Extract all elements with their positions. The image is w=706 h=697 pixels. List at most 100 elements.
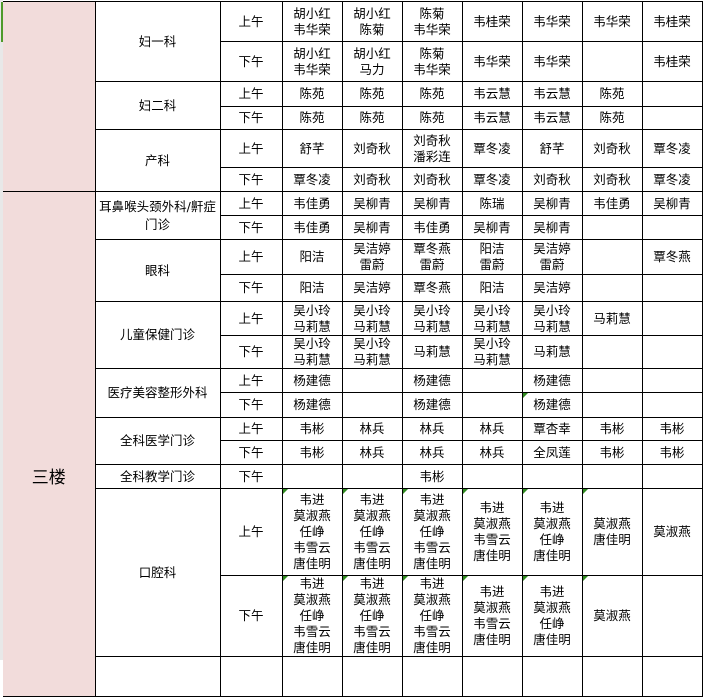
schedule-cell[interactable]: 吴小玲 马莉慧 <box>401 301 463 336</box>
schedule-cell[interactable]: 胡小红 韦华荣 <box>281 1 343 42</box>
schedule-cell[interactable]: 杨建德 <box>521 392 583 418</box>
schedule-cell[interactable] <box>581 215 643 240</box>
schedule-cell[interactable]: 韦进 莫淑燕 任峥 韦雪云 唐佳明 <box>341 575 403 657</box>
schedule-cell[interactable]: 韦佳勇 <box>401 215 463 240</box>
schedule-cell[interactable]: 韦彬 <box>281 440 343 465</box>
schedule-cell[interactable]: 马莉慧 <box>581 301 643 336</box>
schedule-cell[interactable] <box>341 464 403 489</box>
schedule-cell[interactable] <box>401 656 463 697</box>
department-cell[interactable]: 全科医学门诊 <box>94 417 221 465</box>
schedule-cell[interactable] <box>581 656 643 697</box>
schedule-cell[interactable]: 林兵 <box>401 440 463 465</box>
schedule-cell[interactable]: 韦云慧 <box>461 81 523 107</box>
schedule-cell[interactable] <box>581 464 643 489</box>
schedule-cell[interactable] <box>641 106 703 130</box>
schedule-cell[interactable]: 杨建德 <box>401 392 463 418</box>
schedule-cell[interactable]: 林兵 <box>341 417 403 441</box>
period-cell[interactable]: 下午 <box>219 392 283 418</box>
schedule-cell[interactable]: 韦进 莫淑燕 任峥 韦雪云 唐佳明 <box>281 575 343 657</box>
schedule-cell[interactable] <box>641 301 703 336</box>
schedule-cell[interactable]: 陈瑞 <box>461 191 523 216</box>
schedule-cell[interactable] <box>641 392 703 418</box>
schedule-cell[interactable]: 马莉慧 <box>521 335 583 369</box>
schedule-cell[interactable]: 韦云慧 <box>461 106 523 130</box>
schedule-cell[interactable] <box>641 656 703 697</box>
schedule-cell[interactable]: 覃冬燕 <box>401 274 463 302</box>
schedule-cell[interactable]: 阳洁 <box>281 274 343 302</box>
schedule-cell[interactable]: 吴小玲 马莉慧 <box>341 301 403 336</box>
schedule-cell[interactable]: 韦佳勇 <box>581 191 643 216</box>
schedule-cell[interactable]: 韦彬 <box>401 464 463 489</box>
schedule-cell[interactable] <box>461 464 523 489</box>
schedule-cell[interactable]: 刘奇秋 <box>581 167 643 192</box>
schedule-cell[interactable]: 韦彬 <box>581 440 643 465</box>
schedule-cell[interactable] <box>461 656 523 697</box>
schedule-cell[interactable]: 覃冬凌 <box>281 167 343 192</box>
schedule-cell[interactable]: 韦桂荣 <box>641 41 703 82</box>
department-cell[interactable]: 儿童保健门诊 <box>94 301 221 369</box>
schedule-cell[interactable]: 陈苑 <box>341 106 403 130</box>
period-cell[interactable]: 下午 <box>219 464 283 489</box>
department-cell[interactable]: 医疗美容整形外科 <box>94 368 221 418</box>
schedule-cell[interactable]: 韦桂荣 <box>641 1 703 42</box>
schedule-cell[interactable]: 吴柳青 <box>341 215 403 240</box>
schedule-cell[interactable]: 莫淑燕 <box>641 488 703 576</box>
period-cell[interactable]: 下午 <box>219 106 283 130</box>
schedule-cell[interactable]: 莫淑燕 唐佳明 <box>581 488 643 576</box>
period-cell[interactable]: 下午 <box>219 575 283 657</box>
schedule-cell[interactable]: 韦桂荣 <box>461 1 523 42</box>
schedule-cell[interactable]: 吴柳青 <box>521 191 583 216</box>
schedule-cell[interactable]: 吴柳青 <box>461 215 523 240</box>
schedule-cell[interactable]: 舒芊 <box>281 129 343 168</box>
schedule-cell[interactable] <box>581 239 643 275</box>
schedule-cell[interactable]: 韦进 莫淑燕 韦雪云 唐佳明 <box>461 575 523 657</box>
schedule-cell[interactable]: 陈苑 <box>281 81 343 107</box>
schedule-cell[interactable]: 杨建德 <box>401 368 463 393</box>
schedule-cell[interactable]: 胡小红 马力 <box>341 41 403 82</box>
schedule-cell[interactable]: 吴小玲 马莉慧 <box>341 335 403 369</box>
schedule-cell[interactable]: 莫淑燕 <box>581 575 643 657</box>
schedule-cell[interactable] <box>461 368 523 393</box>
department-cell[interactable]: 全科教学门诊 <box>94 464 221 489</box>
schedule-cell[interactable] <box>641 335 703 369</box>
schedule-cell[interactable]: 吴小玲 马莉慧 <box>281 301 343 336</box>
schedule-cell[interactable] <box>581 335 643 369</box>
schedule-cell[interactable]: 刘奇秋 <box>581 129 643 168</box>
schedule-cell[interactable]: 林兵 <box>341 440 403 465</box>
schedule-cell[interactable]: 韦华荣 <box>581 1 643 42</box>
schedule-cell[interactable] <box>281 656 343 697</box>
schedule-cell[interactable] <box>281 464 343 489</box>
schedule-cell[interactable]: 林兵 <box>461 440 523 465</box>
schedule-cell[interactable] <box>581 368 643 393</box>
schedule-cell[interactable] <box>581 41 643 82</box>
period-cell[interactable]: 上午 <box>219 488 283 576</box>
schedule-cell[interactable]: 陈菊 韦华荣 <box>401 1 463 42</box>
schedule-cell[interactable]: 吴柳青 <box>341 191 403 216</box>
schedule-cell[interactable]: 吴洁婷 <box>341 274 403 302</box>
schedule-cell[interactable] <box>641 274 703 302</box>
schedule-cell[interactable]: 杨建德 <box>281 368 343 393</box>
schedule-cell[interactable]: 韦彬 <box>281 417 343 441</box>
period-cell[interactable]: 下午 <box>219 215 283 240</box>
schedule-cell[interactable]: 吴小玲 马莉慧 <box>281 335 343 369</box>
schedule-cell[interactable]: 韦华荣 <box>461 41 523 82</box>
schedule-cell[interactable]: 韦佳勇 <box>281 191 343 216</box>
period-cell[interactable]: 下午 <box>219 167 283 192</box>
schedule-cell[interactable]: 舒芊 <box>521 129 583 168</box>
schedule-cell[interactable] <box>641 368 703 393</box>
schedule-cell[interactable] <box>581 392 643 418</box>
schedule-cell[interactable]: 覃冬燕 雷蔚 <box>401 239 463 275</box>
schedule-cell[interactable] <box>461 392 523 418</box>
schedule-cell[interactable]: 刘奇秋 <box>341 129 403 168</box>
floor-cell[interactable]: 三楼 <box>3 191 96 697</box>
schedule-cell[interactable] <box>521 464 583 489</box>
schedule-cell[interactable]: 吴柳青 <box>521 215 583 240</box>
schedule-cell[interactable]: 陈苑 <box>401 106 463 130</box>
schedule-cell[interactable]: 陈苑 <box>581 106 643 130</box>
schedule-cell[interactable]: 陈苑 <box>341 81 403 107</box>
schedule-cell[interactable]: 韦彬 <box>581 417 643 441</box>
schedule-cell[interactable]: 吴洁婷 <box>521 274 583 302</box>
schedule-cell[interactable]: 韦云慧 <box>521 106 583 130</box>
schedule-cell[interactable]: 覃杏幸 <box>521 417 583 441</box>
schedule-cell[interactable]: 全凤莲 <box>521 440 583 465</box>
